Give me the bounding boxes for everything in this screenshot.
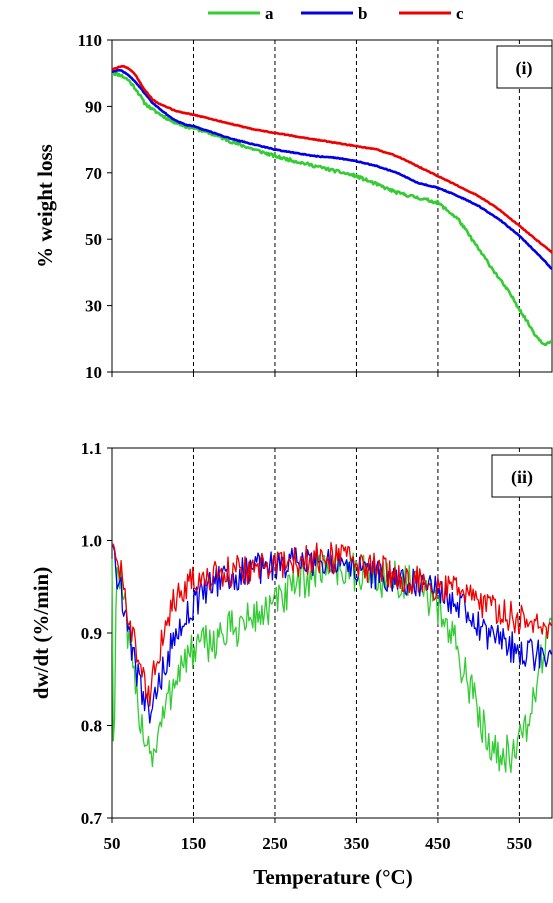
panel-label-box bbox=[496, 45, 553, 89]
panel-label: (ii) bbox=[511, 467, 533, 488]
y-axis-title: % weight loss bbox=[33, 144, 57, 268]
x-tick-label: 50 bbox=[104, 834, 121, 853]
panel-label: (i) bbox=[516, 58, 533, 79]
y-tick-label: 90 bbox=[85, 97, 102, 116]
legend-item-a: a bbox=[208, 4, 274, 23]
series-line-c bbox=[111, 541, 552, 707]
legend-label: a bbox=[265, 4, 274, 23]
panel-label-box bbox=[491, 454, 553, 498]
y-tick-label: 10 bbox=[85, 363, 102, 382]
y-tick-label: 110 bbox=[77, 31, 102, 50]
y-tick-label: 50 bbox=[85, 230, 102, 249]
series-line-c bbox=[111, 64, 553, 254]
legend-item-c: c bbox=[399, 4, 464, 23]
legend-item-b: b bbox=[301, 4, 367, 23]
y-tick-label: 0.8 bbox=[81, 717, 102, 736]
x-tick-label: 150 bbox=[181, 834, 207, 853]
x-tick-label: 450 bbox=[425, 834, 451, 853]
y-tick-label: 70 bbox=[85, 164, 102, 183]
legend: a b c bbox=[208, 4, 464, 23]
series-line-b bbox=[111, 68, 553, 270]
x-tick-label: 350 bbox=[344, 834, 370, 853]
y-tick-label: 0.9 bbox=[81, 624, 102, 643]
series-line-a bbox=[111, 71, 553, 347]
plot-area-frame bbox=[111, 39, 553, 373]
y-tick-label: 1.1 bbox=[81, 439, 102, 458]
y-tick-label: 30 bbox=[85, 297, 102, 316]
panel-derivative: 0.7 0.8 0.9 1.0 1.1 50 150 250 350 450 550 (ii) d… bbox=[29, 439, 553, 853]
y-axis-title: dw/dt (%/min) bbox=[29, 567, 53, 699]
x-tick-label: 550 bbox=[507, 834, 533, 853]
x-axis-title: Temperature (°C) bbox=[253, 865, 412, 889]
y-tick-label: 0.7 bbox=[81, 809, 103, 828]
legend-label: c bbox=[456, 4, 464, 23]
panel-weight-loss: 10 30 50 70 90 110 (i) % weight loss bbox=[33, 31, 553, 382]
series-line-a bbox=[111, 548, 552, 774]
x-tick-label: 250 bbox=[262, 834, 288, 853]
series-line-b bbox=[111, 543, 552, 724]
y-tick-label: 1.0 bbox=[81, 532, 102, 551]
legend-label: b bbox=[358, 4, 367, 23]
